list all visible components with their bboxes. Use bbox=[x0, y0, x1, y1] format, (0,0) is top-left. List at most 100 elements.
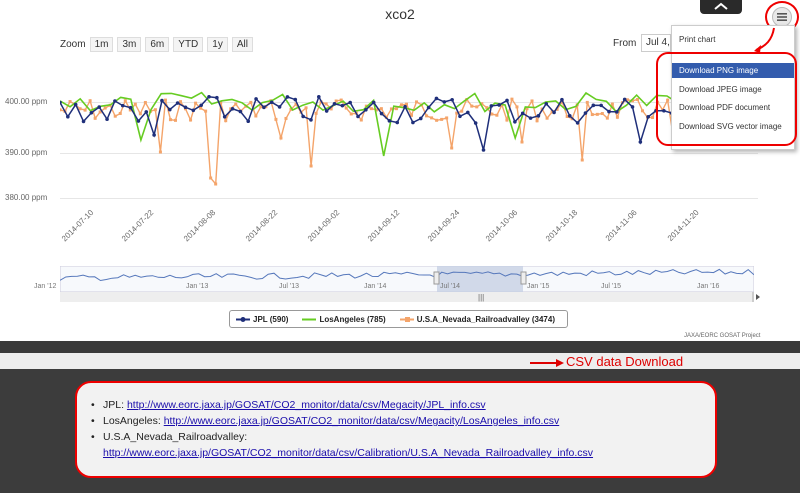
zoom-controls: Zoom 1m 3m 6m YTD 1y All bbox=[60, 37, 253, 52]
divider-band bbox=[0, 341, 800, 353]
jpl-point bbox=[60, 100, 62, 105]
railroadvalley-point bbox=[545, 116, 549, 120]
x-tick-label: 2014-10-06 bbox=[483, 208, 520, 244]
jpl-point bbox=[552, 110, 556, 115]
railroadvalley-point bbox=[324, 102, 328, 106]
railroadvalley-point bbox=[339, 98, 343, 102]
csv-link-losangeles[interactable]: http://www.eorc.jaxa.jp/GOSAT/CO2_monito… bbox=[163, 415, 560, 427]
navigator-tick: Jul '13 bbox=[279, 283, 300, 290]
railroadvalley-point bbox=[525, 107, 529, 111]
railroadvalley-point bbox=[369, 107, 373, 111]
csv-entry-name: JPL: bbox=[103, 399, 125, 411]
railroadvalley-point bbox=[98, 110, 102, 114]
railroadvalley-point bbox=[68, 100, 72, 104]
railroadvalley-point bbox=[309, 164, 313, 168]
scrollbar-right-arrow[interactable] bbox=[754, 292, 762, 302]
railroadvalley-point bbox=[219, 101, 223, 105]
jpl-point bbox=[560, 97, 564, 102]
zoom-1y-button[interactable]: 1y bbox=[207, 37, 228, 52]
railroadvalley-point bbox=[510, 97, 514, 101]
legend-item-railroadvalley[interactable]: U.S.A_Nevada_Railroadvalley (3474) bbox=[399, 315, 555, 324]
csv-entry-jpl: JPL: http://www.eorc.jaxa.jp/GOSAT/CO2_m… bbox=[89, 397, 593, 413]
railroadvalley-point bbox=[168, 118, 172, 122]
jpl-point bbox=[160, 98, 164, 103]
jpl-point bbox=[567, 114, 572, 118]
collapse-tab[interactable] bbox=[700, 0, 742, 14]
jpl-point bbox=[230, 106, 235, 111]
menu-item-download-pdf[interactable]: Download PDF document bbox=[679, 103, 771, 112]
railroadvalley-point bbox=[199, 106, 203, 110]
csv-entry-railroadvalley: U.S.A_Nevada_Railroadvalley: http://www.… bbox=[89, 429, 593, 461]
legend: JPL (590) LosAngeles (785) U.S.A_Nevada_… bbox=[229, 310, 568, 328]
menu-item-download-jpeg[interactable]: Download JPEG image bbox=[679, 85, 762, 94]
railroadvalley-point bbox=[515, 105, 519, 109]
x-tick-label: 2014-08-08 bbox=[181, 208, 218, 244]
railroadvalley-point bbox=[490, 112, 494, 116]
jpl-point bbox=[309, 118, 313, 122]
jpl-point bbox=[434, 96, 439, 101]
jpl-point bbox=[418, 116, 423, 121]
jpl-point bbox=[395, 120, 400, 125]
csv-link-jpl[interactable]: http://www.eorc.jaxa.jp/GOSAT/CO2_monito… bbox=[126, 399, 486, 411]
railroadvalley-point bbox=[329, 107, 333, 111]
jpl-point bbox=[513, 119, 517, 124]
railroadvalley-point bbox=[485, 106, 489, 110]
railroadvalley-point bbox=[249, 100, 253, 104]
menu-item-download-png[interactable]: Download PNG image bbox=[672, 63, 794, 78]
railroadvalley-point bbox=[625, 98, 629, 102]
railroadvalley-point bbox=[359, 118, 363, 122]
jpl-point bbox=[442, 100, 447, 104]
svg-text:|||: ||| bbox=[478, 293, 484, 302]
railroadvalley-point bbox=[595, 112, 599, 116]
jpl-point bbox=[81, 119, 86, 124]
railroadvalley-point bbox=[565, 114, 569, 118]
chart-title: xco2 bbox=[385, 6, 415, 22]
railroadvalley-point bbox=[334, 99, 338, 103]
x-tick-label: 2014-11-20 bbox=[665, 208, 701, 243]
railroadvalley-point bbox=[530, 99, 534, 103]
export-menu: Print chart Download PNG image Download … bbox=[671, 25, 795, 150]
legend-swatch bbox=[399, 316, 414, 322]
jpl-point bbox=[356, 114, 360, 119]
menu-item-download-svg[interactable]: Download SVG vector image bbox=[679, 122, 782, 131]
jpl-point bbox=[183, 105, 188, 110]
legend-swatch bbox=[236, 316, 250, 322]
zoom-1m-button[interactable]: 1m bbox=[89, 37, 114, 52]
railroadvalley-point bbox=[550, 110, 554, 114]
zoom-all-button[interactable]: All bbox=[231, 37, 253, 52]
jpl-point bbox=[301, 114, 305, 119]
chart-panel: xco2 Zoom 1m 3m 6m YTD 1y All From Jul 4… bbox=[0, 0, 800, 341]
navigator[interactable]: ||| bbox=[60, 266, 754, 302]
jpl-point bbox=[128, 105, 133, 110]
jpl-point bbox=[528, 116, 533, 120]
railroadvalley-point bbox=[450, 146, 454, 150]
jpl-point bbox=[481, 148, 486, 152]
from-date-input[interactable]: Jul 4, bbox=[641, 34, 671, 52]
csv-download-label: CSV data Download bbox=[566, 354, 684, 369]
jpl-point bbox=[73, 102, 78, 107]
zoom-3m-button[interactable]: 3m bbox=[117, 37, 142, 52]
jpl-point bbox=[246, 119, 251, 124]
zoom-6m-button[interactable]: 6m bbox=[145, 37, 170, 52]
csv-entry-name: U.S.A_Nevada_Railroadvalley: bbox=[103, 431, 248, 443]
railroadvalley-point bbox=[399, 103, 403, 107]
zoom-ytd-button[interactable]: YTD bbox=[173, 37, 204, 52]
jpl-point bbox=[285, 95, 290, 99]
legend-item-losangeles[interactable]: LosAngeles (785) bbox=[302, 315, 386, 324]
jpl-point bbox=[450, 97, 454, 102]
railroadvalley-point bbox=[585, 100, 589, 104]
railroadvalley-point bbox=[480, 102, 484, 106]
legend-item-jpl[interactable]: JPL (590) bbox=[236, 315, 288, 324]
arrow-right-icon bbox=[530, 359, 564, 367]
csv-link-railroadvalley[interactable]: http://www.eorc.jaxa.jp/GOSAT/CO2_monito… bbox=[103, 447, 594, 459]
navigator-tick: Jan '15 bbox=[527, 283, 550, 290]
menu-item-print-chart[interactable]: Print chart bbox=[679, 35, 716, 44]
gridline bbox=[60, 153, 758, 154]
losangeles-line bbox=[60, 91, 758, 157]
jpl-point bbox=[505, 98, 509, 103]
jpl-point bbox=[348, 100, 352, 105]
railroadvalley-point bbox=[118, 111, 122, 115]
railroadvalley-point bbox=[641, 109, 645, 113]
railroadvalley-point bbox=[580, 158, 584, 162]
